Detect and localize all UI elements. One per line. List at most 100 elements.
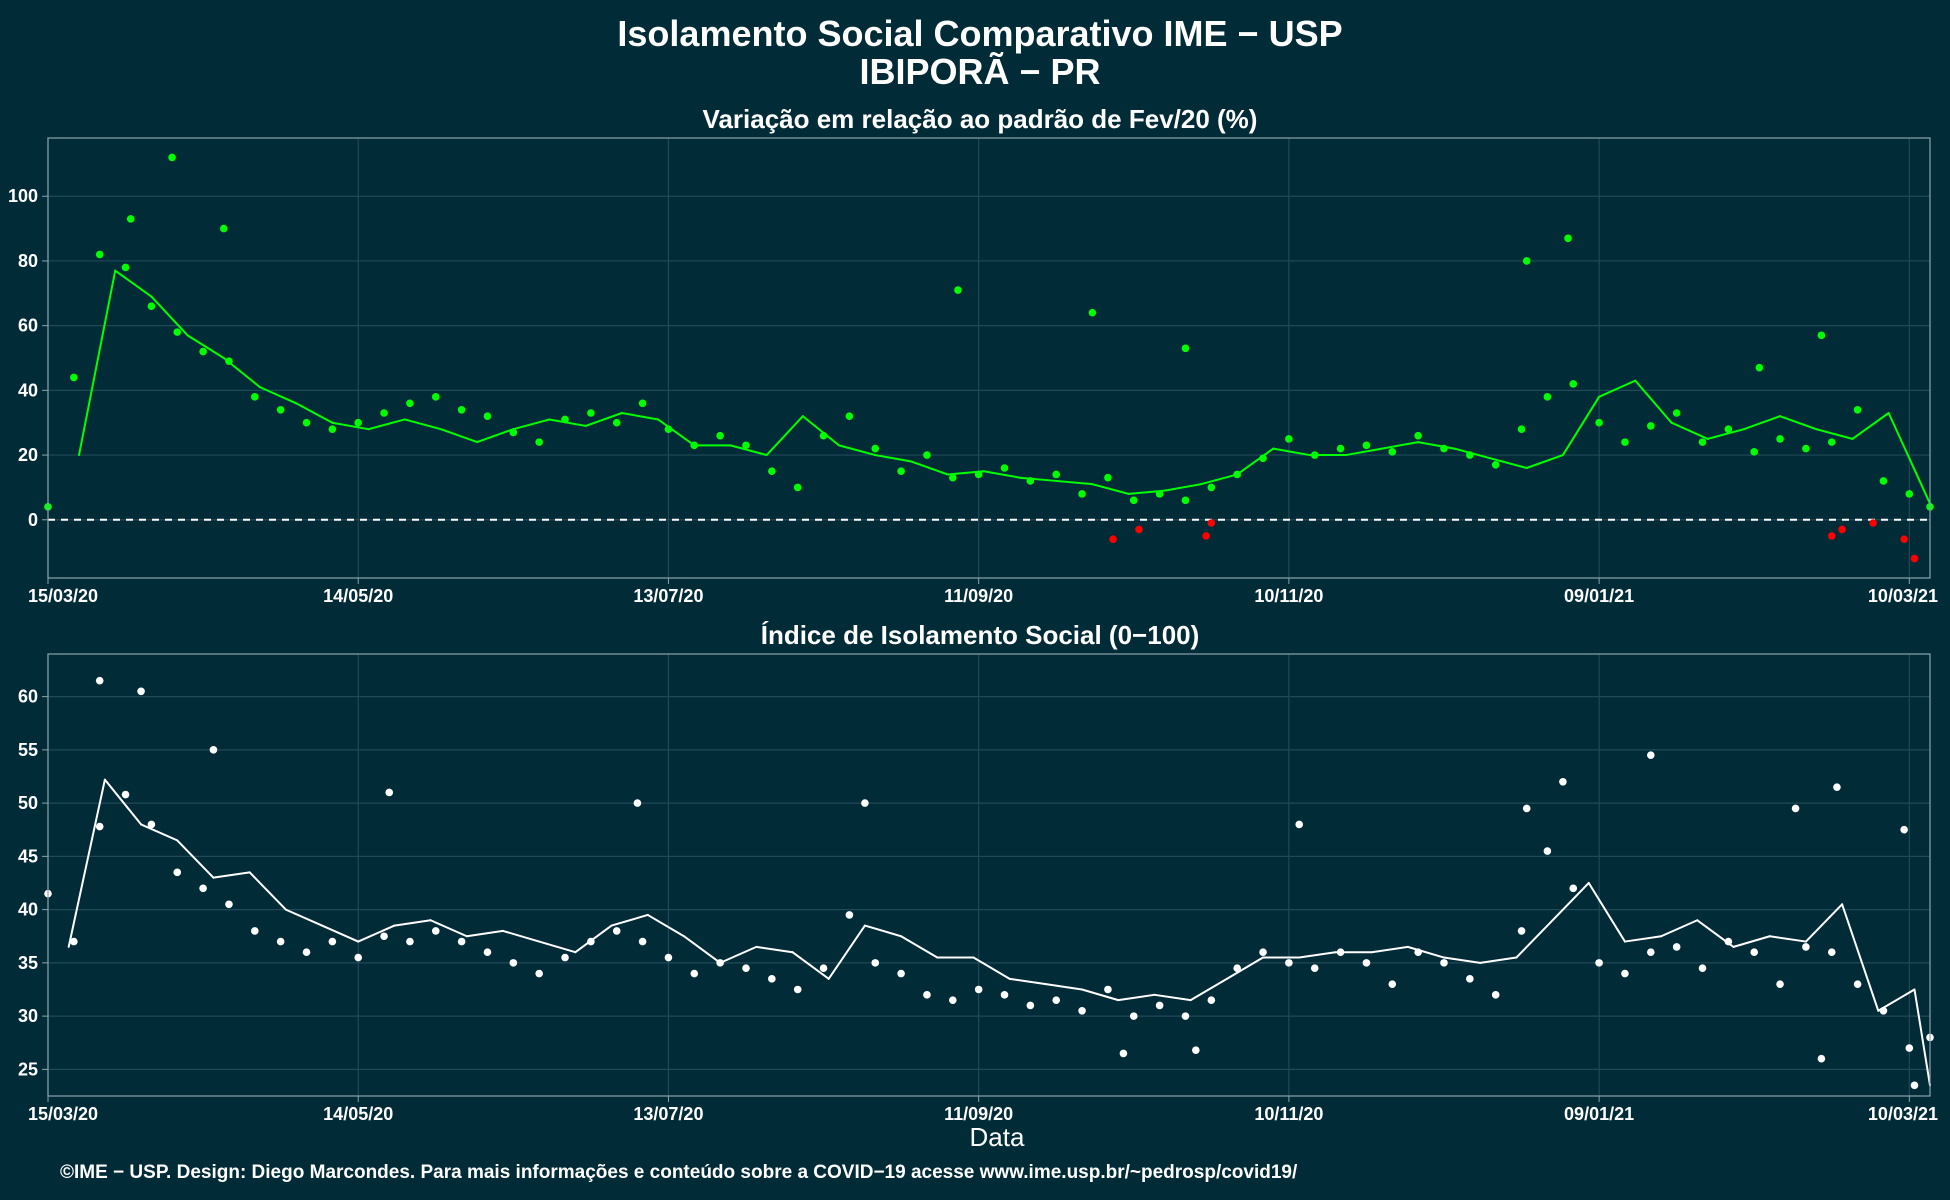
data-point (1362, 959, 1371, 967)
data-point (690, 441, 699, 450)
data-point (1207, 483, 1216, 492)
moving-average-segment (1091, 483, 1130, 495)
data-point (1388, 448, 1397, 456)
x-tick-label: 10/03/21 (1868, 1104, 1938, 1124)
data-point (209, 746, 218, 754)
data-point (1285, 435, 1293, 443)
plot-frame (47, 653, 1931, 1097)
moving-average-segment (1044, 983, 1084, 991)
data-point (354, 953, 363, 962)
x-tick-label: 09/01/21 (1564, 586, 1634, 606)
moving-average-segment (176, 839, 215, 879)
data-point (276, 937, 285, 946)
moving-average-segment (1442, 956, 1482, 964)
x-tick-label: 14/05/20 (323, 586, 393, 606)
y-tick-label: 40 (18, 380, 38, 400)
data-point (1776, 435, 1784, 443)
data-point (199, 884, 207, 893)
data-point (1336, 444, 1345, 453)
data-point (147, 302, 156, 311)
moving-average-segment (501, 929, 541, 943)
moving-average-segment (1732, 935, 1771, 948)
data-point (1543, 847, 1552, 855)
data-point (612, 418, 621, 427)
data-point (1698, 964, 1707, 972)
data-point (406, 937, 414, 946)
data-point (1466, 451, 1474, 459)
data-point (1517, 425, 1526, 433)
y-tick-label: 45 (18, 846, 38, 866)
moving-average-segment (729, 444, 768, 457)
moving-average-segment (1670, 421, 1709, 440)
data-point (168, 153, 176, 162)
moving-average-segment (1851, 412, 1890, 440)
data-point (1440, 444, 1448, 453)
data-point (587, 937, 595, 946)
data-point (1559, 778, 1567, 786)
moving-average-segment (1055, 479, 1094, 486)
data-point (1181, 1012, 1190, 1020)
data-point (173, 328, 182, 336)
data-point (1543, 393, 1552, 401)
moving-average-segment (1225, 956, 1265, 980)
data-point (1000, 991, 1009, 999)
data-point (1104, 985, 1112, 994)
data-point (302, 418, 311, 427)
data-point (1181, 496, 1190, 505)
data-point (1838, 525, 1846, 534)
data-point (380, 409, 388, 417)
data-point (1647, 422, 1655, 430)
data-point (483, 412, 492, 421)
moving-average-segment (403, 418, 442, 431)
data-point (95, 822, 104, 831)
data-point (328, 425, 337, 433)
data-point (1026, 1001, 1035, 1010)
data-point (1052, 470, 1061, 479)
moving-average-segment (765, 415, 804, 457)
moving-average-segment (838, 444, 877, 457)
moving-average-segment (357, 924, 396, 943)
y-tick-label: 35 (18, 953, 38, 973)
moving-average-segment (646, 913, 685, 938)
data-point (897, 467, 905, 476)
moving-average-segment (429, 919, 468, 938)
data-point (1310, 451, 1319, 459)
data-point (897, 969, 905, 978)
data-point (587, 409, 595, 417)
y-tick-label: 40 (18, 900, 38, 920)
moving-average-segment (1515, 919, 1554, 959)
moving-average-segment (78, 269, 117, 457)
data-point (1233, 470, 1241, 479)
data-point (1910, 554, 1919, 563)
moving-average-segment (321, 924, 360, 943)
data-point (1522, 257, 1531, 265)
data-point (716, 431, 724, 440)
data-point (1853, 980, 1862, 988)
data-point (1088, 308, 1097, 317)
data-point (1440, 959, 1448, 967)
x-tick-label: 13/07/20 (633, 586, 703, 606)
data-point (819, 964, 828, 972)
moving-average-segment (791, 951, 830, 980)
data-point (1388, 980, 1397, 988)
data-point (1414, 431, 1422, 440)
y-tick-label: 20 (18, 445, 38, 465)
moving-average-segment (476, 428, 515, 444)
data-point (251, 927, 259, 935)
data-point (1802, 943, 1810, 951)
data-point (1078, 490, 1086, 498)
data-point (1129, 496, 1138, 505)
data-point (276, 405, 285, 414)
data-point (1879, 1006, 1888, 1015)
data-point (1000, 464, 1009, 472)
moving-average-segment (1742, 415, 1782, 431)
data-point (954, 286, 962, 294)
moving-average-segment (150, 295, 189, 337)
data-point (633, 799, 642, 807)
variation-panel-title: Variação em relação ao padrão de Fev/20 … (703, 104, 1258, 134)
data-point (1621, 438, 1629, 446)
data-point (431, 927, 440, 935)
data-point (483, 948, 492, 957)
moving-average-segment (439, 428, 479, 444)
data-point (457, 937, 466, 946)
